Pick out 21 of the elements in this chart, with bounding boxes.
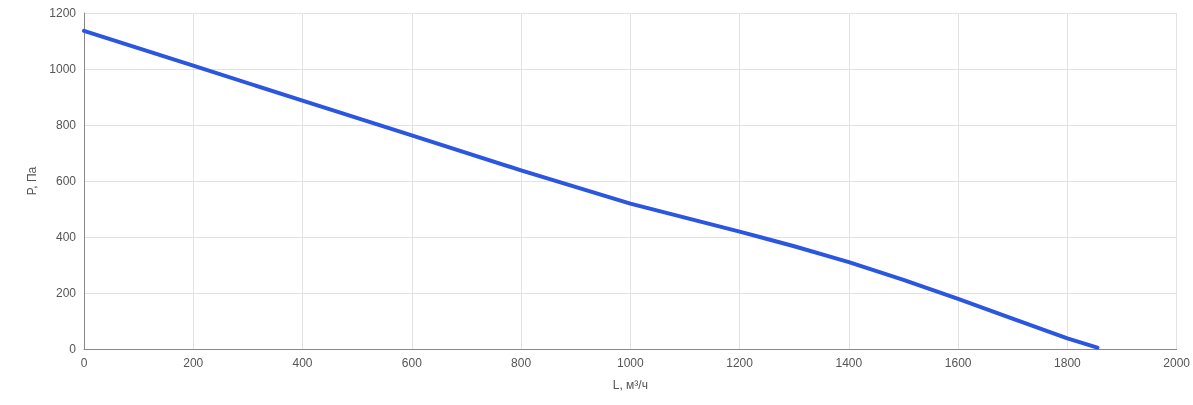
- x-tick-label: 0: [80, 356, 88, 370]
- y-tick-label: 1000: [49, 62, 77, 76]
- y-tick-label: 800: [55, 118, 77, 132]
- x-tick-label: 1200: [726, 356, 754, 370]
- y-axis-title: P, Па: [25, 166, 40, 196]
- y-tick-label: 1200: [49, 6, 77, 20]
- x-tick-label: 200: [183, 356, 204, 370]
- y-tick-label: 200: [55, 286, 77, 300]
- x-tick-label: 1600: [944, 356, 972, 370]
- x-tick-label: 1400: [835, 356, 863, 370]
- x-tick-label: 2000: [1163, 356, 1191, 370]
- y-tick-label: 600: [55, 174, 77, 188]
- line-series: [82, 28, 1100, 350]
- x-tick-label: 600: [401, 356, 423, 370]
- y-tick-label: 400: [55, 230, 77, 244]
- y-tick-label: 0: [69, 342, 77, 356]
- x-tick-label: 800: [511, 356, 532, 370]
- x-tick-label: 1800: [1054, 356, 1082, 370]
- x-tick-label: 1000: [616, 356, 644, 370]
- x-tick-label: 400: [292, 356, 313, 370]
- x-axis-title: L, м³/ч: [612, 378, 648, 392]
